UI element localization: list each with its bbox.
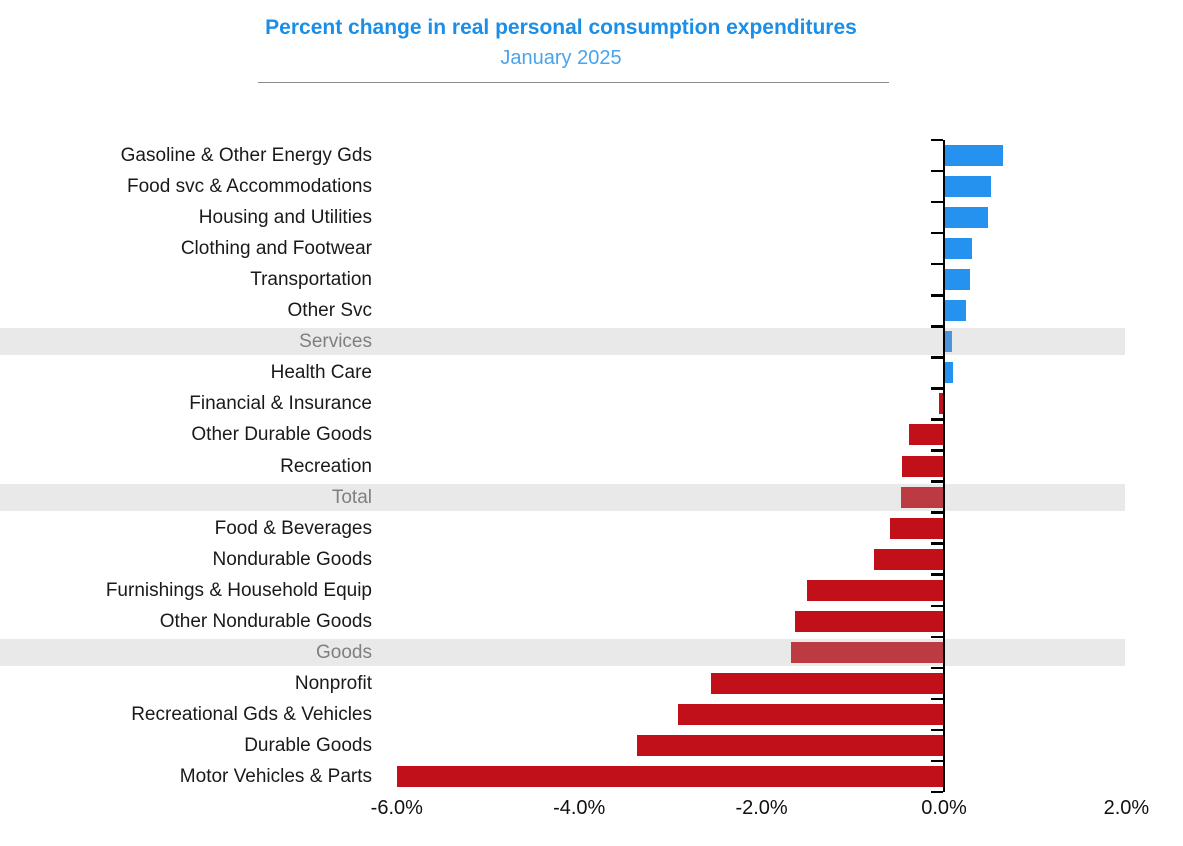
axis-tick	[930, 480, 943, 483]
title-underline	[258, 82, 889, 83]
highlight-band	[0, 328, 1125, 356]
axis-tick	[930, 200, 943, 204]
bar-goods	[790, 641, 944, 663]
category-label: Food & Beverages	[214, 517, 372, 539]
axis-tick	[930, 666, 943, 670]
category-label: Recreation	[280, 455, 372, 477]
x-tick-label: -6.0%	[370, 797, 423, 819]
bar-gasoline-other-energy-gds	[944, 145, 1004, 167]
category-label: Other Nondurable Goods	[159, 610, 372, 632]
x-tick-label: -4.0%	[553, 797, 606, 819]
bar-recreational-gds-vehicles	[677, 703, 944, 725]
bar-other-nondurable-goods	[795, 610, 944, 632]
bar-durable-goods	[636, 734, 944, 756]
category-label: Nonprofit	[294, 672, 372, 694]
category-label: Other Svc	[287, 300, 372, 322]
x-tick-label: 2.0%	[1103, 797, 1150, 819]
axis-tick	[930, 759, 943, 763]
bar-food-beverages	[890, 517, 944, 539]
axis-tick	[930, 728, 943, 732]
bar-recreation	[902, 455, 944, 477]
bar-furnishings-household-equip	[807, 579, 944, 601]
axis-tick	[930, 169, 943, 173]
category-label: Nondurable Goods	[212, 548, 373, 570]
axis-tick	[930, 635, 943, 639]
category-label: Gasoline & Other Energy Gds	[120, 145, 372, 166]
bar-nonprofit	[710, 672, 944, 694]
category-label: Total	[331, 486, 372, 508]
y-axis-zero-line	[942, 140, 946, 793]
bar-clothing-and-footwear	[944, 238, 973, 260]
category-label: Health Care	[270, 362, 372, 384]
axis-tick	[930, 294, 943, 297]
category-label: Clothing and Footwear	[180, 238, 372, 260]
axis-tick	[930, 604, 943, 607]
bar-nondurable-goods	[873, 548, 944, 570]
bar-food-svc-accommodations	[944, 176, 991, 198]
category-label: Durable Goods	[244, 734, 372, 756]
bar-other-svc	[944, 300, 966, 322]
category-label: Motor Vehicles & Parts	[179, 766, 372, 787]
bar-health-care	[944, 362, 954, 384]
category-label: Other Durable Goods	[191, 424, 372, 446]
axis-tick	[930, 387, 943, 390]
bar-housing-and-utilities	[944, 207, 988, 229]
category-label: Transportation	[250, 269, 372, 291]
axis-tick	[930, 138, 943, 142]
axis-tick	[930, 542, 943, 545]
axis-tick	[930, 573, 943, 576]
bar-services	[944, 331, 953, 353]
axis-tick	[930, 262, 943, 266]
bar-other-durable-goods	[909, 424, 944, 446]
category-label: Services	[299, 331, 372, 353]
axis-tick	[930, 231, 943, 235]
bar-financial-insurance	[939, 393, 944, 415]
axis-tick	[930, 790, 943, 794]
x-tick-label: 0.0%	[921, 797, 967, 819]
bar-motor-vehicles-parts	[396, 766, 944, 788]
axis-tick	[930, 511, 943, 514]
category-label: Financial & Insurance	[189, 393, 372, 415]
category-label: Food svc & Accommodations	[127, 176, 372, 198]
category-label: Goods	[316, 641, 372, 663]
bar-total	[901, 486, 944, 508]
chart-subtitle: January 2025	[500, 47, 622, 69]
axis-tick	[930, 356, 943, 359]
x-tick-label: -2.0%	[735, 797, 788, 819]
axis-tick	[930, 697, 943, 701]
chart-title: Percent change in real personal consumpt…	[265, 16, 857, 39]
category-label: Housing and Utilities	[198, 207, 372, 229]
category-label: Recreational Gds & Vehicles	[131, 703, 372, 725]
axis-tick	[930, 449, 943, 452]
axis-tick	[930, 325, 943, 328]
axis-tick	[930, 418, 943, 421]
bar-transportation	[944, 269, 970, 291]
category-label: Furnishings & Household Equip	[105, 579, 372, 601]
